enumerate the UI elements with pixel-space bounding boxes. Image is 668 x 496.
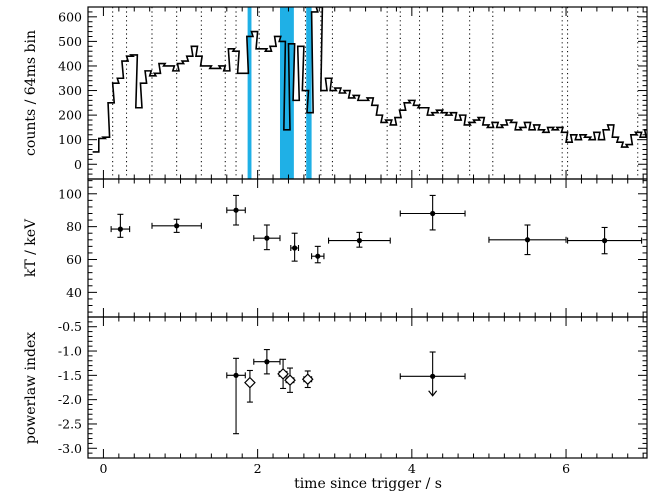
x-axis-label: time since trigger / s: [294, 476, 442, 492]
y-tick-label: -1.0: [58, 344, 82, 359]
kt-ylabel: kT / keV: [23, 218, 39, 277]
light-curve-ylabel: counts / 64ms bin: [23, 30, 39, 156]
y-tick-label: 200: [58, 108, 82, 123]
y-tick-label: 100: [58, 132, 82, 147]
powerlaw-points: [226, 349, 466, 435]
y-tick-label: -2.0: [58, 392, 82, 407]
light-curve-frame: [87, 6, 648, 180]
kt-data-point: [328, 231, 391, 248]
y-tick-label: 600: [58, 9, 82, 24]
y-tick-label: 0: [74, 157, 82, 172]
y-tick-label: -1.5: [58, 368, 82, 383]
y-tick-label: 500: [58, 34, 82, 49]
y-tick-label: 100: [58, 186, 82, 201]
y-tick-label: -2.5: [58, 416, 82, 431]
y-tick-label: 400: [58, 58, 82, 73]
y-tick-label: 40: [66, 285, 82, 300]
kt-ticks: 40 60 80 100: [58, 179, 647, 317]
powerlaw-data-point: [277, 358, 289, 390]
powerlaw-ylabel: powerlaw index: [23, 332, 39, 444]
light-curve-ticks: 0 100 200 300 400 500 600: [58, 6, 647, 180]
kt-data-point: [226, 194, 246, 226]
y-tick-label: 60: [66, 252, 82, 267]
dotted-time-markers: [112, 7, 639, 179]
powerlaw-data-point: [301, 370, 314, 389]
kt-frame: [87, 178, 648, 318]
x-tick-label: 6: [562, 461, 570, 476]
kt-data-point: [290, 232, 300, 262]
kt-data-point: [399, 194, 466, 231]
shaded-interval: [279, 7, 294, 179]
kt-data-point: [567, 226, 643, 255]
x-tick-label: 0: [99, 461, 107, 476]
shaded-interval: [247, 7, 252, 179]
kt-data-point: [311, 245, 325, 264]
y-tick-label: -0.5: [58, 319, 82, 334]
powerlaw-frame: [87, 316, 648, 459]
powerlaw-data-point: [253, 349, 281, 375]
powerlaw-data-point: [284, 367, 296, 393]
powerlaw-panel: -3.0 -2.5 -2.0 -1.5 -1.0 -0.5 powerlaw index: [23, 316, 648, 459]
x-tick-label: 2: [254, 461, 262, 476]
counts-step-line: [92, 7, 647, 153]
kt-points: [110, 194, 643, 264]
kt-data-point: [151, 218, 202, 233]
powerlaw-ticks: -3.0 -2.5 -2.0 -1.5 -1.0 -0.5: [58, 316, 647, 459]
y-tick-label: 80: [66, 219, 82, 234]
powerlaw-data-point: [226, 357, 246, 435]
y-tick-label: -3.0: [58, 441, 82, 456]
powerlaw-data-point: [244, 369, 256, 403]
kt-data-point: [488, 224, 567, 256]
kt-data-point: [110, 213, 131, 238]
y-tick-label: 300: [58, 83, 82, 98]
light-curve-panel: 0 100 200 300 400 500 600 counts / 64ms bin: [23, 6, 648, 180]
powerlaw-data-point: [399, 351, 466, 397]
x-tick-labels: 0 2 4 6: [99, 461, 570, 476]
kt-panel: 40 60 80 100 kT / keV: [23, 178, 648, 318]
x-tick-label: 4: [408, 461, 416, 476]
kt-data-point: [253, 224, 281, 251]
